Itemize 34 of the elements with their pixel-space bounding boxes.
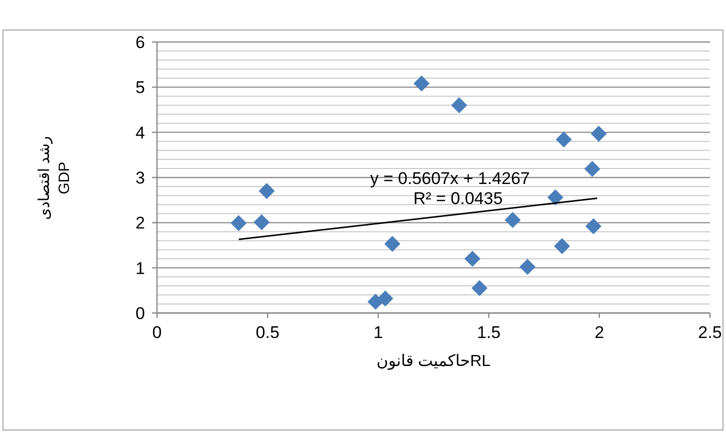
x-tick-label: 2.5 bbox=[698, 323, 722, 342]
point bbox=[414, 76, 430, 92]
point bbox=[230, 215, 247, 232]
point bbox=[377, 290, 394, 307]
x-tick-label: 1.5 bbox=[476, 323, 501, 342]
y-tick-label: 1 bbox=[136, 258, 145, 278]
point bbox=[472, 280, 488, 296]
x-axis-title: حاکمیت قانونRL bbox=[376, 353, 491, 370]
y-tick-label: 2 bbox=[136, 214, 145, 233]
point bbox=[258, 183, 275, 200]
y-tick-label: 4 bbox=[136, 123, 145, 142]
x-tick-label: 1 bbox=[373, 323, 383, 342]
y-tick-label: 6 bbox=[136, 33, 145, 52]
point bbox=[451, 97, 468, 114]
x-tick-label: 0.5 bbox=[256, 323, 280, 342]
annotation: R² = 0.0435 bbox=[413, 189, 503, 208]
point bbox=[556, 132, 572, 148]
point bbox=[254, 214, 270, 230]
y-axis-title: رشد اقتصادی GDP bbox=[35, 135, 74, 222]
point bbox=[384, 236, 400, 252]
point bbox=[547, 189, 564, 206]
y-tick-label: 0 bbox=[136, 304, 145, 323]
annotation: y = 0.5607x + 1.4267 bbox=[370, 169, 530, 188]
point bbox=[464, 250, 480, 267]
point bbox=[520, 258, 536, 275]
x-tick-label: 2 bbox=[594, 323, 604, 342]
y-tick-label: 5 bbox=[136, 78, 145, 98]
point bbox=[554, 238, 570, 254]
point bbox=[590, 126, 607, 142]
point bbox=[584, 160, 600, 177]
y-tick-label: 3 bbox=[136, 168, 145, 188]
point bbox=[585, 218, 602, 234]
point bbox=[504, 212, 521, 228]
x-tick-label: 0 bbox=[152, 323, 162, 342]
